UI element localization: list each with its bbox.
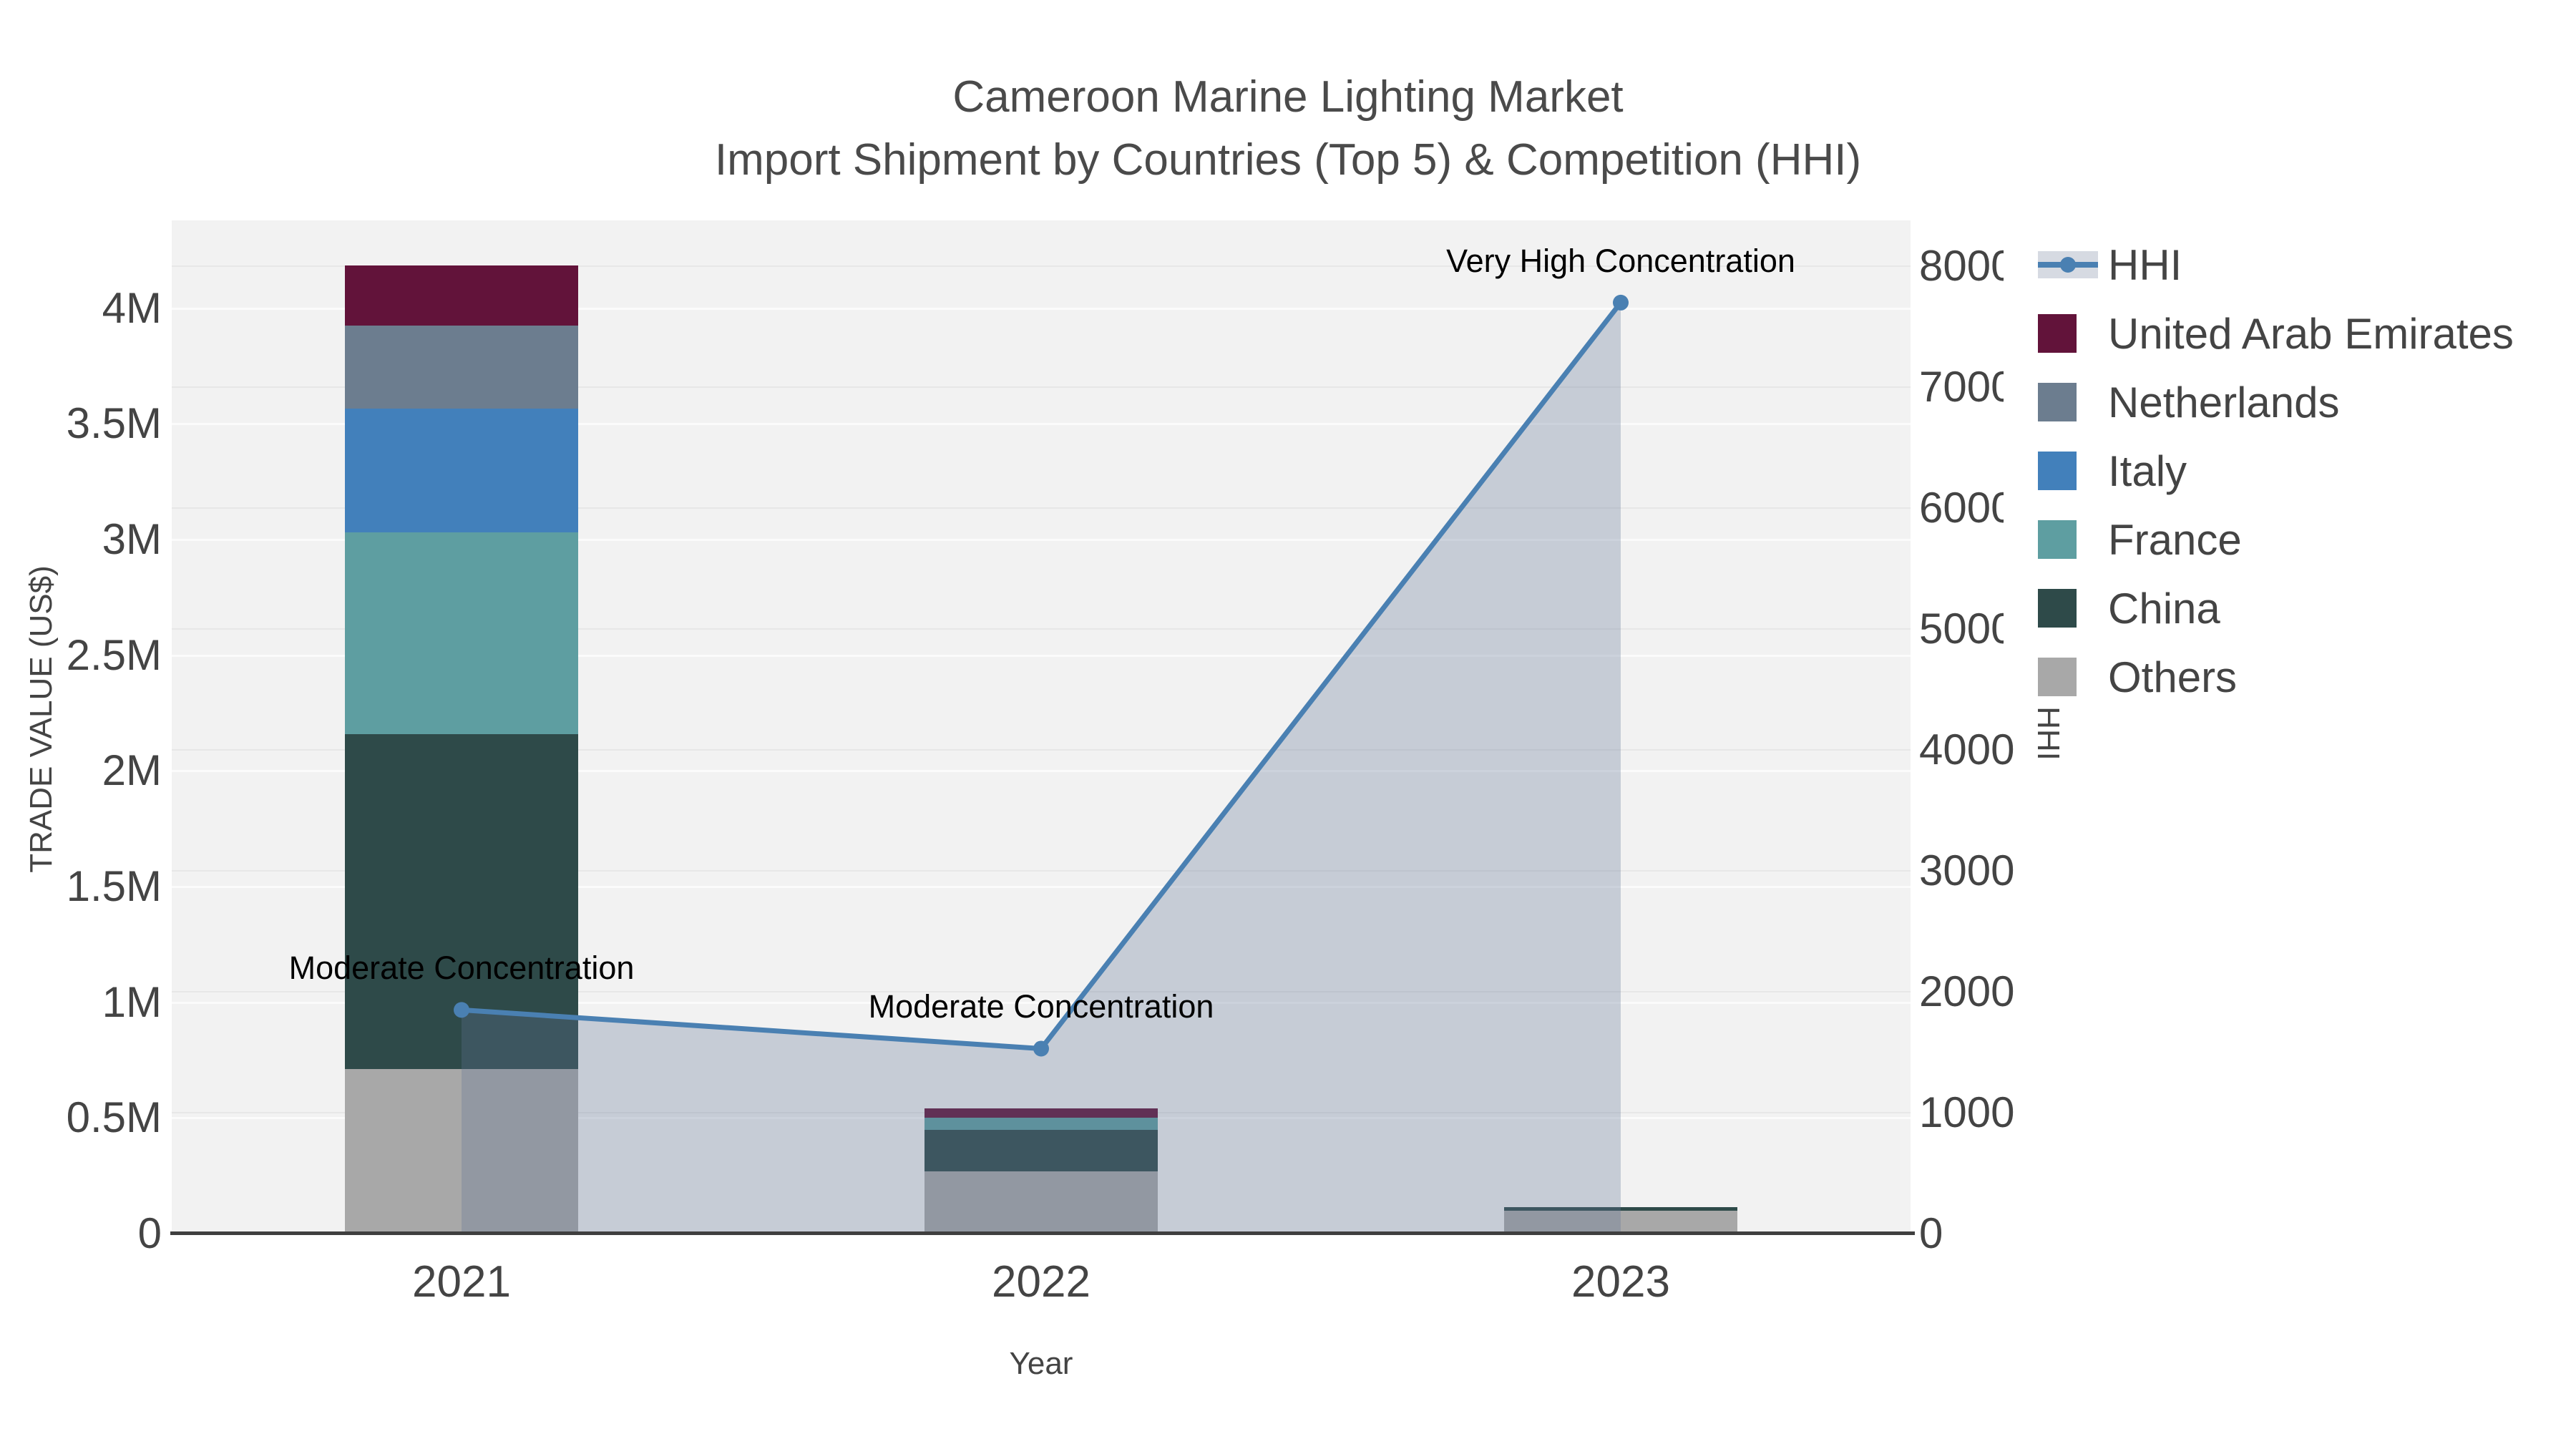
annotation-2023: Very High Concentration <box>1446 242 1795 279</box>
y-right-tick-1000: 1000 <box>1919 1088 2015 1137</box>
chart-title-line1: Cameroon Marine Lighting Market <box>952 72 1624 122</box>
annotation-2021: Moderate Concentration <box>288 950 635 987</box>
y-left-tick-1.5M: 1.5M <box>66 862 162 911</box>
legend-item-italy[interactable]: Italy <box>2004 436 2572 505</box>
bar-2022-united-arab-emirates[interactable] <box>924 1108 1158 1118</box>
chart-title-line2: Import Shipment by Countries (Top 5) & C… <box>714 135 1862 185</box>
legend-marker-icon <box>2060 257 2076 273</box>
bar-2022-others[interactable] <box>924 1171 1158 1234</box>
y-right-tick-4000: 4000 <box>1919 726 2015 774</box>
annotation-2022: Moderate Concentration <box>868 988 1214 1025</box>
legend-item-france[interactable]: France <box>2004 505 2572 574</box>
gridline-left-2.5M <box>172 654 1911 657</box>
y-left-tick-0.5M: 0.5M <box>66 1093 162 1142</box>
legend-item-china[interactable]: China <box>2004 574 2572 643</box>
x-axis-title: Year <box>1009 1346 1073 1381</box>
legend-label-others: Others <box>2108 653 2238 701</box>
hhi-area-fill <box>462 302 1621 1234</box>
bar-2021-italy[interactable] <box>345 409 578 533</box>
gridline-right-5000 <box>172 628 1911 630</box>
gridline-right-4000 <box>172 749 1911 751</box>
y-right-tick-2000: 2000 <box>1919 967 2015 1016</box>
bar-2021-others[interactable] <box>345 1069 578 1234</box>
gridline-right-2000 <box>172 991 1911 993</box>
y-left-tick-2.5M: 2.5M <box>66 630 162 679</box>
y-right-tick-7000: 7000 <box>1919 363 2015 411</box>
y-left-tick-0: 0 <box>137 1209 162 1257</box>
gridline-left-3M <box>172 539 1911 542</box>
legend: HHI United Arab Emirates Netherlands Italy F… <box>2004 230 2572 711</box>
bar-2021-france[interactable] <box>345 532 578 734</box>
y-right-tick-8000: 8000 <box>1919 242 2015 291</box>
gridline-left-1M <box>172 1001 1911 1004</box>
legend-label-italy: Italy <box>2108 447 2187 495</box>
chart-title: Cameroon Marine Lighting Market Import S… <box>0 66 2576 192</box>
y-left-tick-3M: 3M <box>102 515 162 564</box>
y-left-tick-3.5M: 3.5M <box>66 399 162 448</box>
legend-item-united-arab-emirates[interactable]: United Arab Emirates <box>2004 299 2572 368</box>
y-right-axis-title: HHI <box>2031 706 2066 761</box>
x-tick-2021: 2021 <box>412 1257 511 1307</box>
legend-label-netherlands: Netherlands <box>2108 378 2340 426</box>
legend-line-swatch <box>2038 251 2098 278</box>
legend-color-swatch-others <box>2038 658 2077 696</box>
y-right-tick-3000: 3000 <box>1919 847 2015 895</box>
gridline-left-4M <box>172 307 1911 310</box>
gridline-right-8000 <box>172 265 1911 268</box>
bar-2023-china[interactable] <box>1504 1206 1737 1211</box>
gridline-left-1.5M <box>172 886 1911 889</box>
bar-2021-united-arab-emirates[interactable] <box>345 265 578 326</box>
bar-2022-france[interactable] <box>924 1118 1158 1130</box>
y-left-tick-4M: 4M <box>102 283 162 332</box>
legend-item-hhi[interactable]: HHI <box>2004 230 2572 299</box>
legend-label-china: China <box>2108 584 2220 633</box>
bar-2021-netherlands[interactable] <box>345 326 578 409</box>
legend-label-united-arab-emirates: United Arab Emirates <box>2108 309 2514 358</box>
legend-color-swatch-italy <box>2038 452 2077 490</box>
x-tick-2023: 2023 <box>1571 1257 1670 1307</box>
y-left-tick-1M: 1M <box>102 977 162 1026</box>
hhi-line-layer <box>454 294 1629 1234</box>
gridline-right-3000 <box>172 870 1911 872</box>
gridline-right-6000 <box>172 507 1911 509</box>
x-axis-line <box>170 1231 1915 1235</box>
gridline-left-3.5M <box>172 423 1911 426</box>
y-right-tick-0: 0 <box>1919 1209 1943 1257</box>
plot-area[interactable] <box>172 220 1911 1234</box>
legend-item-netherlands[interactable]: Netherlands <box>2004 368 2572 436</box>
y-left-axis-title: TRADE VALUE (US$) <box>24 565 59 873</box>
legend-color-swatch-france <box>2038 520 2077 559</box>
legend-label-hhi: HHI <box>2108 240 2182 289</box>
hhi-marker-2022[interactable] <box>1033 1040 1049 1057</box>
legend-color-swatch-china <box>2038 589 2077 628</box>
bar-2023-others[interactable] <box>1504 1210 1737 1234</box>
legend-label-france: France <box>2108 515 2242 564</box>
legend-color-swatch-netherlands <box>2038 383 2077 421</box>
y-left-tick-2M: 2M <box>102 746 162 795</box>
gridline-right-7000 <box>172 386 1911 389</box>
legend-item-others[interactable]: Others <box>2004 643 2572 711</box>
legend-color-swatch-united-arab-emirates <box>2038 314 2077 353</box>
y-right-tick-5000: 5000 <box>1919 605 2015 653</box>
x-tick-2022: 2022 <box>992 1257 1091 1307</box>
y-right-tick-6000: 6000 <box>1919 484 2015 532</box>
hhi-marker-2023[interactable] <box>1613 294 1629 311</box>
bar-2022-china[interactable] <box>924 1129 1158 1171</box>
hhi-marker-2021[interactable] <box>454 1002 469 1018</box>
gridline-left-2M <box>172 770 1911 773</box>
